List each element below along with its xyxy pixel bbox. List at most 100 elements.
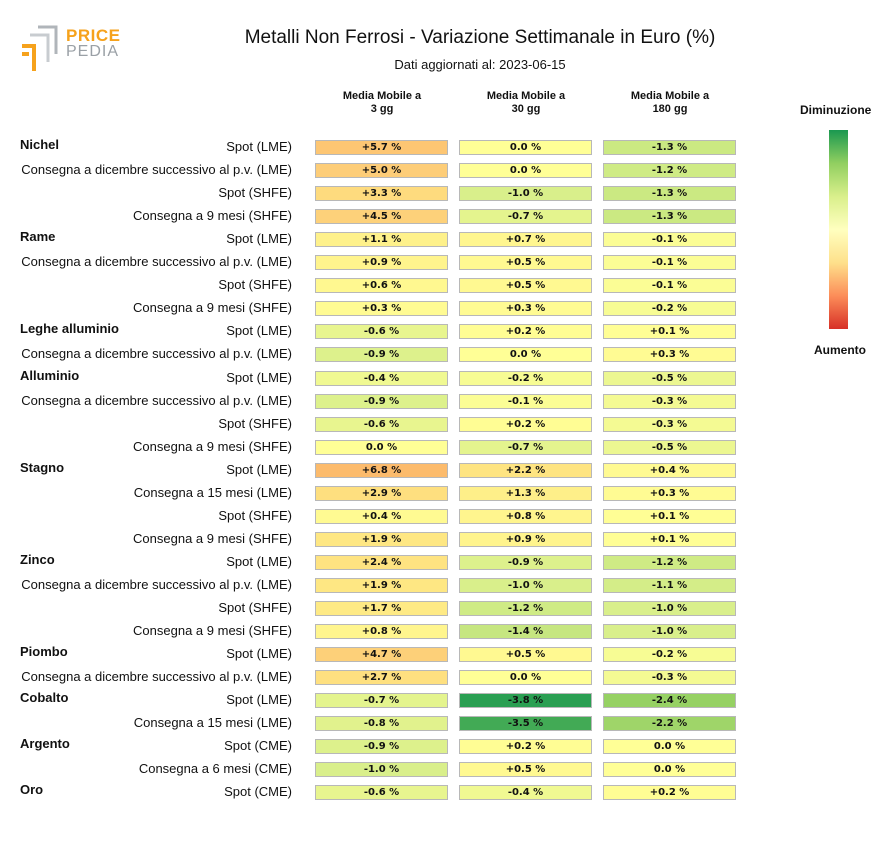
heatmap-cell: 0.0 % — [603, 739, 736, 754]
heatmap-cell: -0.2 % — [603, 301, 736, 316]
row-label: Spot (LME) — [226, 692, 292, 707]
row-label: Spot (LME) — [226, 139, 292, 154]
metal-group-label: Rame — [20, 229, 56, 244]
row-label: Consegna a dicembre successivo al p.v. (… — [21, 346, 292, 361]
row-label: Consegna a 9 mesi (SHFE) — [133, 208, 292, 223]
column-header: Media Mobile a 180 gg — [630, 90, 710, 115]
legend-color-scale — [829, 130, 848, 329]
heatmap-cell: +0.2 % — [459, 417, 592, 432]
heatmap-cell: +2.7 % — [315, 670, 448, 685]
heatmap-cell: -0.9 % — [459, 555, 592, 570]
metal-group-label: Oro — [20, 782, 44, 797]
heatmap-cell: -1.3 % — [603, 209, 736, 224]
heatmap-cell: 0.0 % — [459, 670, 592, 685]
heatmap-cell: -0.7 % — [459, 209, 592, 224]
metal-group-label: Leghe alluminio — [20, 321, 119, 336]
heatmap-cell: -1.2 % — [603, 163, 736, 178]
row-label: Spot (LME) — [226, 462, 292, 477]
row-label: Consegna a 15 mesi (LME) — [133, 715, 292, 730]
heatmap-cell: 0.0 % — [603, 762, 736, 777]
row-label: Spot (LME) — [226, 323, 292, 338]
metal-group-label: Cobalto — [20, 690, 69, 705]
heatmap-cell: -3.5 % — [459, 716, 592, 731]
heatmap-cell: +0.8 % — [459, 509, 592, 524]
row-label: Consegna a 9 mesi (SHFE) — [133, 531, 292, 546]
metal-group-label: Stagno — [20, 460, 65, 475]
heatmap-cell: -1.3 % — [603, 186, 736, 201]
row-label: Consegna a dicembre successivo al p.v. (… — [21, 162, 292, 177]
heatmap-cell: +0.5 % — [459, 647, 592, 662]
heatmap-cell: +5.7 % — [315, 140, 448, 155]
heatmap-cell: -1.0 % — [459, 186, 592, 201]
heatmap-cell: -1.4 % — [459, 624, 592, 639]
row-label: Spot (SHFE) — [218, 277, 292, 292]
chart-title: Metalli Non Ferrosi - Variazione Settima… — [244, 27, 716, 48]
heatmap-cell: -0.3 % — [603, 417, 736, 432]
heatmap-cell: -0.7 % — [459, 440, 592, 455]
heatmap-cell: -0.6 % — [315, 324, 448, 339]
heatmap-cell: -1.0 % — [315, 762, 448, 777]
row-label: Consegna a 9 mesi (SHFE) — [133, 439, 292, 454]
metal-group-label: Argento — [20, 736, 70, 751]
heatmap-cell: -0.5 % — [603, 440, 736, 455]
heatmap-cell: +0.4 % — [315, 509, 448, 524]
metal-group-label: Zinco — [20, 552, 55, 567]
heatmap-cell: -1.2 % — [459, 601, 592, 616]
logo-text-price: PRICE — [66, 26, 121, 45]
heatmap-cell: +0.3 % — [603, 486, 736, 501]
heatmap-cell: -0.9 % — [315, 347, 448, 362]
row-label: Consegna a 15 mesi (LME) — [133, 485, 292, 500]
heatmap-cell: +0.1 % — [603, 532, 736, 547]
metal-group-label: Nichel — [20, 137, 60, 152]
heatmap-cell: 0.0 % — [459, 163, 592, 178]
row-label: Consegna a 6 mesi (CME) — [138, 761, 292, 776]
heatmap-cell: +2.4 % — [315, 555, 448, 570]
heatmap-cell: -0.4 % — [459, 785, 592, 800]
heatmap-cell: -0.3 % — [603, 670, 736, 685]
heatmap-cell: +0.9 % — [459, 532, 592, 547]
heatmap-cell: -1.0 % — [459, 578, 592, 593]
heatmap-cell: +0.1 % — [603, 324, 736, 339]
column-header: Media Mobile a 30 gg — [486, 90, 566, 115]
row-label: Spot (LME) — [226, 370, 292, 385]
heatmap-cell: -0.9 % — [315, 394, 448, 409]
heatmap-cell: +1.1 % — [315, 232, 448, 247]
heatmap-cell: +0.1 % — [603, 509, 736, 524]
pricepedia-logo: PRICE PEDIA — [18, 24, 130, 74]
logo-text-pedia: PEDIA — [66, 43, 120, 60]
heatmap-cell: -0.2 % — [459, 371, 592, 386]
heatmap-cell: +0.2 % — [459, 324, 592, 339]
heatmap-cell: -0.8 % — [315, 716, 448, 731]
heatmap-cell: +0.5 % — [459, 762, 592, 777]
heatmap-cell: +0.4 % — [603, 463, 736, 478]
heatmap-cell: -0.3 % — [603, 394, 736, 409]
row-label: Spot (LME) — [226, 646, 292, 661]
row-label: Spot (CME) — [224, 784, 292, 799]
heatmap-cell: 0.0 % — [459, 140, 592, 155]
heatmap-cell: +5.0 % — [315, 163, 448, 178]
heatmap-cell: -1.0 % — [603, 624, 736, 639]
row-label: Consegna a dicembre successivo al p.v. (… — [21, 669, 292, 684]
heatmap-cell: +0.3 % — [603, 347, 736, 362]
legend-label-bottom: Aumento — [814, 343, 866, 357]
heatmap-cell: +0.2 % — [459, 739, 592, 754]
heatmap-cell: +1.3 % — [459, 486, 592, 501]
row-label: Spot (SHFE) — [218, 185, 292, 200]
heatmap-cell: +6.8 % — [315, 463, 448, 478]
heatmap-cell: -0.4 % — [315, 371, 448, 386]
chart-subtitle: Dati aggiornati al: 2023-06-15 — [394, 57, 566, 72]
row-label: Consegna a dicembre successivo al p.v. (… — [21, 393, 292, 408]
heatmap-cell: -2.4 % — [603, 693, 736, 708]
heatmap-cell: +0.8 % — [315, 624, 448, 639]
heatmap-cell: -0.5 % — [603, 371, 736, 386]
heatmap-cell: +0.5 % — [459, 255, 592, 270]
heatmap-cell: 0.0 % — [459, 347, 592, 362]
logo-mark-icon — [22, 25, 58, 71]
row-label: Consegna a 9 mesi (SHFE) — [133, 623, 292, 638]
metal-group-label: Piombo — [20, 644, 68, 659]
row-label: Spot (SHFE) — [218, 416, 292, 431]
heatmap-cell: -0.2 % — [603, 647, 736, 662]
metal-group-label: Alluminio — [20, 368, 80, 383]
heatmap-cell: -0.6 % — [315, 417, 448, 432]
heatmap-cell: +2.2 % — [459, 463, 592, 478]
